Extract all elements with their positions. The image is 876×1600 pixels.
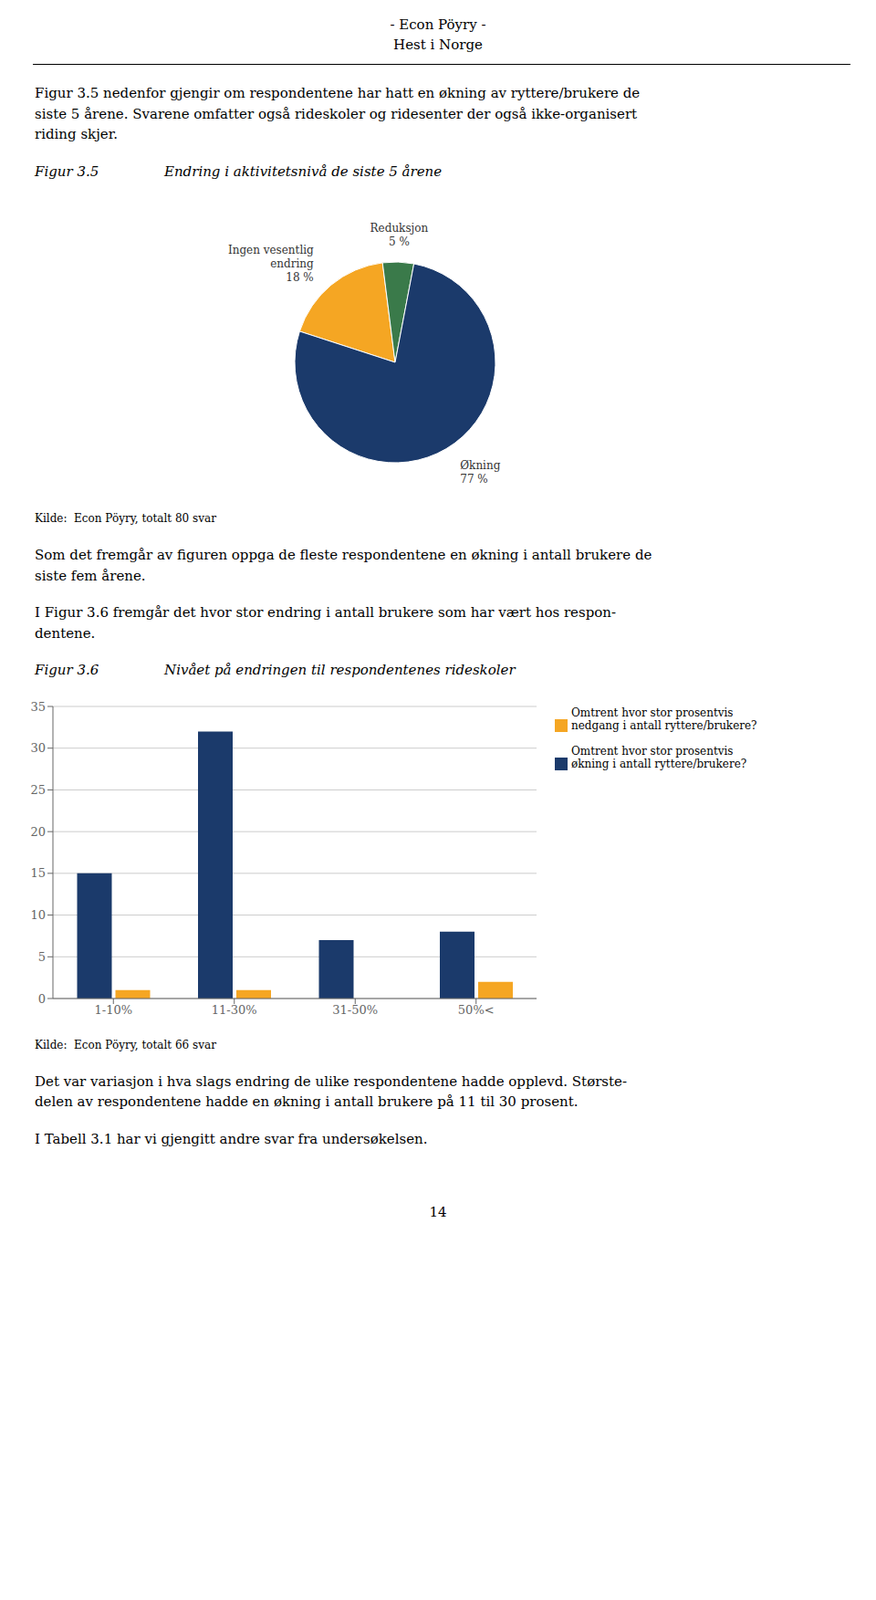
html-text:Det var variasjon i hva slags: Det var variasjon i hva slags endring de… (34, 1072, 627, 1110)
html-text:Endring i aktivitetsnivå de si: Endring i aktivitetsnivå de siste 5 åren… (164, 162, 442, 180)
svg-text:Ingen vesentligendring18 %: Ingen vesentligendring18 % (228, 243, 314, 284)
html-text:Figur 3.5 nedenfor gjengir om: Figur 3.5 nedenfor gjengir om respondent… (34, 84, 640, 143)
html-text:Omtrent hvor stor prosentvis n: Omtrent hvor stor prosentvis nedgang i a… (571, 705, 757, 732)
svg-text:20: 20 (30, 823, 46, 838)
html-text:Som det fremgår av figuren opp: Som det fremgår av figuren oppga de fles… (34, 546, 652, 584)
svg-text:35: 35 (30, 698, 46, 713)
svg-text:5: 5 (38, 949, 46, 963)
html-text:Hest i Norge: Hest i Norge (393, 36, 483, 53)
svg-text:11-30%: 11-30% (211, 1002, 258, 1017)
html-text:Kilde: Econ Pöyry, totalt 80 s: Kilde: Econ Pöyry, totalt 80 svar (34, 511, 217, 525)
svg-text:Reduksjon5 %: Reduksjon5 % (370, 221, 429, 249)
html-text:Omtrent hvor stor prosentvis ø: Omtrent hvor stor prosentvis økning i an… (571, 744, 747, 770)
svg-text:50%<: 50%< (458, 1002, 495, 1017)
svg-text:15: 15 (30, 865, 46, 880)
html-text:Nivået på endringen til respon: Nivået på endringen til respondentenes r… (164, 661, 516, 678)
html-text:Kilde: Econ Pöyry, totalt 66 s: Kilde: Econ Pöyry, totalt 66 svar (34, 1037, 217, 1051)
svg-text:1-10%: 1-10% (93, 1002, 133, 1017)
svg-text:Økning77 %: Økning77 % (459, 458, 501, 486)
svg-text:0: 0 (38, 990, 46, 1005)
html-text:14: 14 (429, 1203, 447, 1221)
html-text:Figur 3.6: Figur 3.6 (34, 661, 99, 678)
html-text:- Econ Pöyry -: - Econ Pöyry - (390, 16, 486, 33)
svg-text:31-50%: 31-50% (332, 1002, 378, 1017)
html-text:I Tabell 3.1 har vi gjengitt a: I Tabell 3.1 har vi gjengitt andre svar … (34, 1130, 428, 1147)
svg-text:30: 30 (30, 740, 46, 755)
svg-text:10: 10 (30, 907, 46, 922)
html-text:I Figur 3.6 fremgår det hvor s: I Figur 3.6 fremgår det hvor stor endrin… (34, 604, 616, 642)
svg-text:25: 25 (30, 782, 46, 797)
html-text:Figur 3.5: Figur 3.5 (34, 162, 99, 180)
